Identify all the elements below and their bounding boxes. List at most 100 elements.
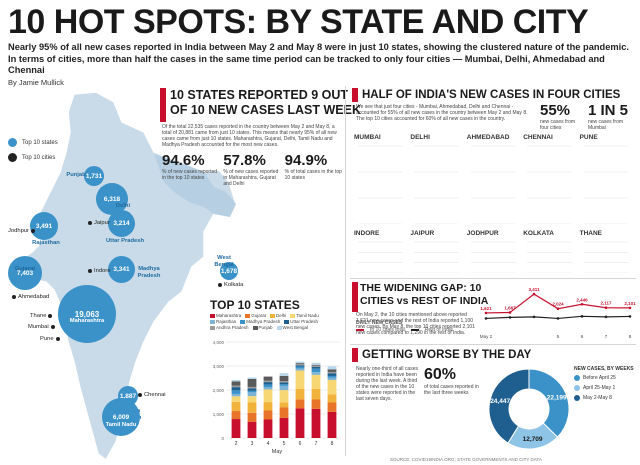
tick-label: 3,000	[213, 364, 225, 369]
bar-segment	[295, 399, 305, 409]
cities-stats: 55% new cases from four cities 1 IN 5 new …	[540, 102, 635, 131]
x-tick-label: May 2	[480, 334, 493, 339]
bar-segment	[279, 402, 289, 408]
stat-label: % of new cases reported in the top 10 st…	[162, 169, 218, 181]
city-panel-chart	[414, 145, 459, 224]
bar-segment	[295, 365, 305, 367]
city-jodhpur: Jodhpur	[8, 228, 35, 234]
bar-segment	[327, 369, 337, 372]
stat-label: % of new cases reported in Maharashtra, …	[223, 169, 279, 187]
data-point	[580, 302, 584, 306]
section-accent	[160, 88, 166, 122]
legend-item-states: Top 10 states	[8, 138, 58, 147]
city-label: Pune	[40, 336, 54, 342]
bar-segment	[247, 421, 257, 438]
data-point	[556, 317, 560, 320]
bar-segment	[247, 392, 257, 397]
data-point	[556, 307, 560, 310]
title-line: THE WIDENING GAP: 10	[360, 282, 482, 294]
tick-label: 2,000	[213, 388, 225, 393]
city-label: Ahmedabad	[18, 294, 50, 300]
data-label: 1,621	[480, 306, 492, 311]
city-panel-chart	[358, 241, 403, 273]
region-shape	[154, 154, 236, 217]
bubble-uttar-pradesh: 3,214	[108, 210, 135, 237]
bar-segment	[327, 411, 337, 438]
section-accent	[352, 348, 358, 362]
lead-paragraph: Nearly 95% of all new cases reported in …	[8, 42, 630, 75]
legend-item: April 25-May 1	[574, 385, 636, 391]
data-label: 1,667	[504, 305, 516, 310]
city-panel-title: CHENNAI	[523, 134, 553, 141]
city-panel-title: PUNE	[579, 134, 598, 141]
gap-section-title: THE WIDENING GAP: 10 CITIES vs REST OF I…	[360, 282, 488, 308]
city-panel-chart	[470, 145, 516, 224]
x-tick-label: 8	[331, 441, 334, 447]
legend-item: Maharashtra	[210, 313, 241, 318]
legend-swatch	[410, 329, 419, 331]
legend-label: Top 10 cities	[22, 154, 56, 161]
city-jaipur: Jaipur	[88, 220, 110, 226]
map-legend: Top 10 states Top 10 cities	[8, 138, 58, 168]
city-dot	[88, 269, 92, 273]
stat-value: 60%	[424, 366, 457, 383]
city-panel-title: AHMEDABAD	[466, 134, 510, 141]
legend-swatch	[210, 313, 215, 318]
bar-segment	[231, 419, 241, 438]
legend-swatch	[8, 138, 17, 147]
worse-body: Nearly one-third of all cases reported i…	[356, 366, 418, 402]
bar-segment	[311, 399, 321, 409]
bar-segment	[279, 417, 289, 438]
bar-segment	[247, 386, 257, 389]
bar-segment	[295, 363, 305, 364]
state-label: Delhi	[115, 203, 131, 209]
legend-swatch	[574, 375, 580, 381]
city-panel-title: THANE	[579, 230, 602, 237]
legend-label: Gujarat	[251, 313, 267, 318]
bar-segment	[247, 390, 257, 393]
legend-item: Tamil Nadu	[290, 313, 319, 318]
city-dot	[88, 221, 92, 225]
x-tick-label: 7	[315, 441, 318, 447]
stat-block: 57.8%% of new cases reported in Maharash…	[223, 152, 280, 187]
city-panel-chart	[527, 145, 572, 224]
legend-item: Madhya Pradesh	[240, 319, 280, 324]
legend-swatch	[210, 319, 215, 324]
bar-segment	[311, 364, 321, 366]
bar-segment	[311, 408, 321, 438]
legend-label: Rajasthan	[216, 319, 237, 324]
legend-item-cities: Top 10 cities	[8, 153, 58, 162]
states-section-title: 10 STATES REPORTED 9 OUT OF 10 NEW CASES…	[170, 88, 361, 118]
bubble-tamil-nadu: 6,009	[102, 398, 140, 436]
data-label: 2,024	[552, 302, 564, 307]
stat-block: 94.6%% of new cases reported in the top …	[162, 152, 219, 187]
bar-segment	[263, 387, 273, 390]
legend-item: Andhra Pradesh	[210, 325, 249, 330]
gap-body: On May 2, the 10 cities mentioned above …	[356, 312, 475, 336]
bar-segment	[295, 363, 305, 366]
donut-legend: NEW CASES, BY WEEKS Before April 25 April…	[574, 366, 636, 405]
states-body: Of the total 22,535 cases reported in th…	[162, 124, 337, 148]
bar-segment	[263, 402, 273, 411]
x-tick-label: 8	[629, 334, 632, 339]
legend-swatch	[245, 313, 251, 318]
bar-segment	[247, 377, 257, 379]
donut-chart: 22,199 12,709 24,447	[488, 368, 570, 450]
legend-item: Delhi	[270, 313, 286, 318]
data-point	[484, 317, 488, 320]
city-dot	[50, 325, 55, 329]
bar-segment	[327, 373, 337, 376]
bar-segment	[263, 389, 273, 403]
legend-label: Tamil Nadu	[296, 313, 319, 318]
city-panel: MUMBAI	[354, 134, 406, 226]
city-panel-title: JAIPUR	[410, 230, 435, 237]
state-label: Madhya Pradesh	[137, 266, 161, 279]
bar-segment	[231, 390, 241, 394]
bar-segment	[231, 401, 241, 412]
title-line: CITIES vs REST OF INDIA	[360, 295, 489, 307]
bar-segment	[279, 390, 289, 403]
bubble-madhya-pradesh: 3,341	[108, 256, 135, 283]
city-panels-bottom: INDORE JAIPUR JODHPUR KOLKATA THANE	[354, 230, 636, 275]
city-label: Chennai	[144, 392, 166, 398]
bar-segment	[263, 376, 273, 381]
